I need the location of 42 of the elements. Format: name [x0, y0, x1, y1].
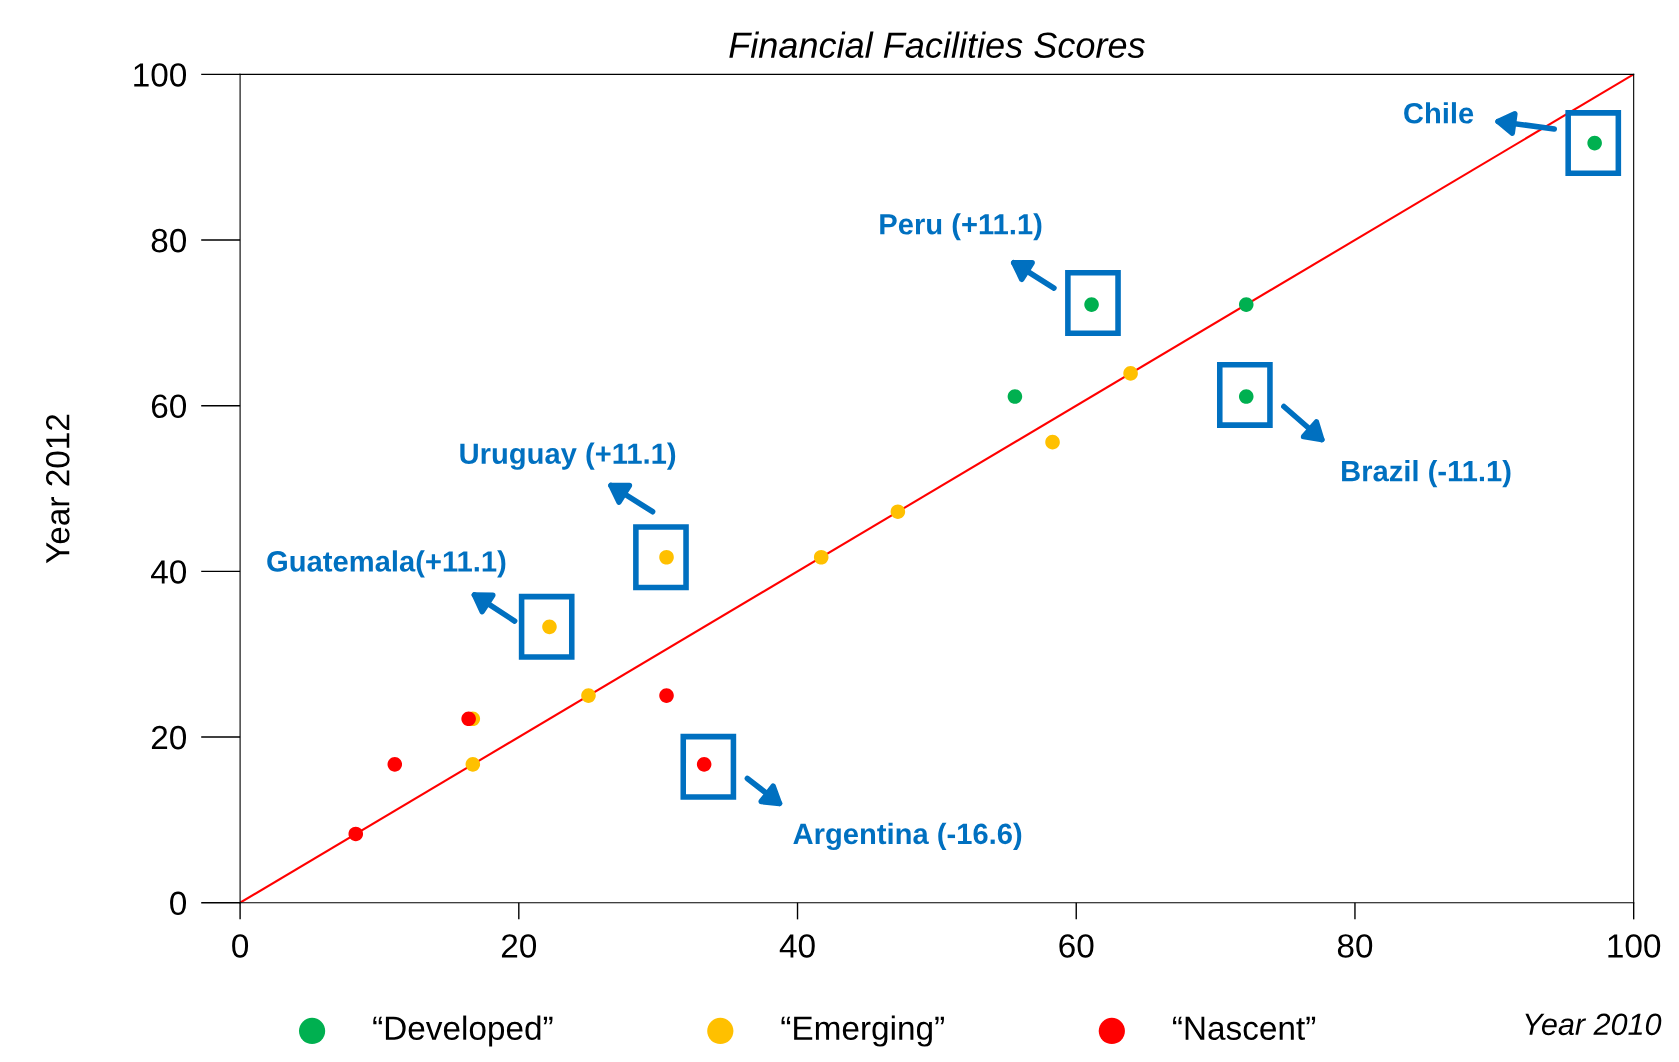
point	[1007, 389, 1023, 404]
x-tick-label: 60	[1059, 934, 1094, 958]
y-axis-title: Year 2012	[45, 414, 70, 564]
x-tick-label: 40	[779, 934, 815, 958]
point	[348, 826, 364, 842]
point	[813, 549, 829, 565]
y-tick-label: 80	[151, 228, 187, 253]
point	[1045, 434, 1060, 450]
x-axis-title: Year 2010	[1525, 1013, 1662, 1036]
y-tick-label: 20	[151, 725, 187, 750]
point	[1123, 366, 1138, 381]
annotation: Uruguay (+11.1)	[460, 442, 676, 470]
x-tick-label: 100	[1608, 934, 1661, 958]
legend-label: “Nascent”	[1173, 1016, 1316, 1041]
point	[581, 688, 596, 703]
point	[1238, 389, 1254, 404]
point	[890, 504, 906, 519]
y-tick-label: 100	[134, 63, 187, 87]
y-tick-label: 60	[151, 394, 187, 419]
point	[387, 757, 403, 772]
point	[1084, 297, 1099, 312]
point	[659, 688, 674, 703]
point	[461, 711, 476, 727]
annotation: Argentina (-16.6)	[793, 822, 1022, 851]
point	[1587, 135, 1602, 151]
y-tick-label: 40	[151, 560, 187, 584]
point	[542, 619, 557, 635]
legend-label: “Developed”	[373, 1015, 553, 1047]
annotation: Guatemala(+11.1)	[267, 550, 506, 578]
x-tick-label: 80	[1337, 934, 1373, 958]
y-tick-label: 0	[170, 891, 187, 916]
legend-label: “Emerging”	[781, 1015, 944, 1047]
point	[1238, 297, 1254, 312]
annotation: Peru (+11.1)	[880, 213, 1042, 241]
annotation: Brazil (-11.1)	[1342, 460, 1511, 488]
point	[659, 549, 674, 565]
chart-title: Financial Facilities Scores	[729, 31, 1145, 59]
x-tick-label: 0	[232, 934, 249, 958]
point	[696, 757, 712, 772]
point	[465, 757, 481, 772]
x-tick-label: 20	[501, 934, 537, 958]
annotation: Chile	[1404, 102, 1474, 124]
